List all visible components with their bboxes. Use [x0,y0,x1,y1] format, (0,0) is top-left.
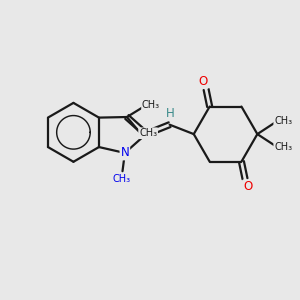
Text: CH₃: CH₃ [274,116,292,126]
Text: CH₃: CH₃ [139,128,157,138]
Text: CH₃: CH₃ [113,174,131,184]
Text: O: O [243,181,253,194]
Text: O: O [199,75,208,88]
Text: CH₃: CH₃ [142,100,160,110]
Text: CH₃: CH₃ [274,142,292,152]
Text: N: N [121,146,129,159]
Text: H: H [166,107,175,120]
